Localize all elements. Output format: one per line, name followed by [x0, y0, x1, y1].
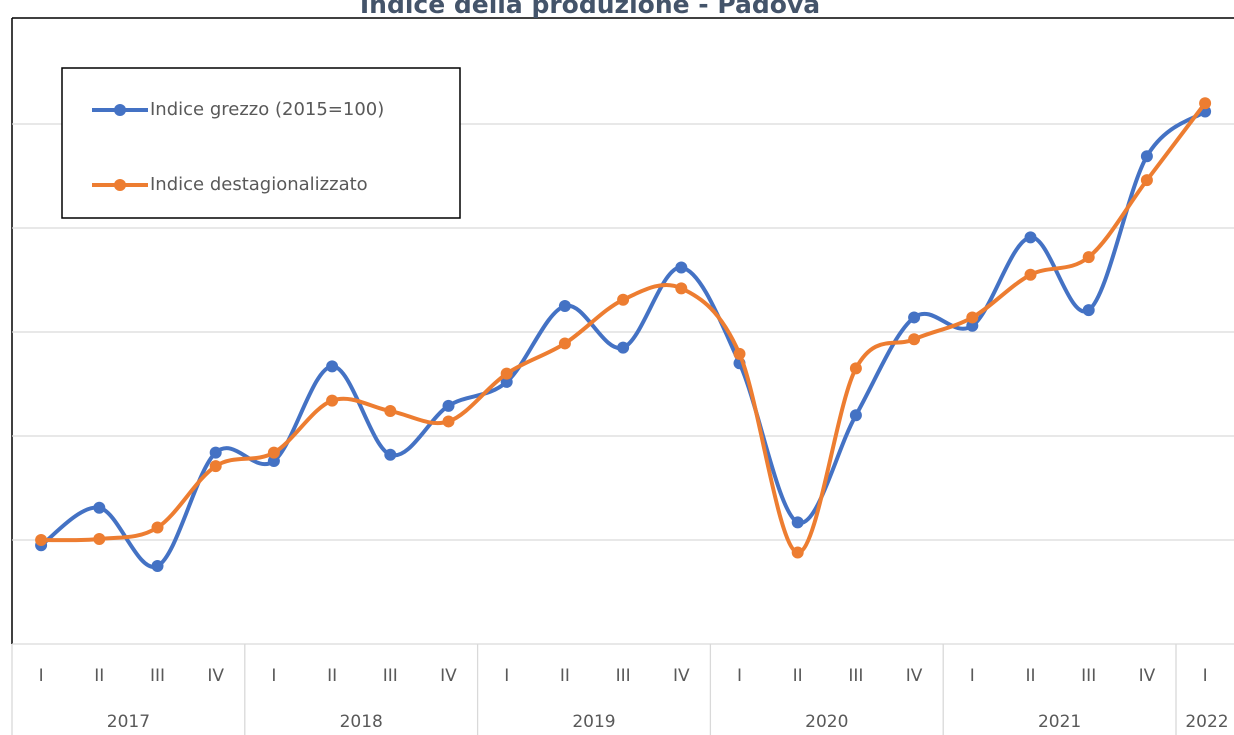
- x-group-label: 2020: [805, 712, 848, 732]
- data-point: [849, 409, 862, 422]
- x-tick-label: II: [327, 666, 337, 686]
- x-tick-label: IV: [207, 666, 224, 686]
- data-point: [1082, 304, 1095, 317]
- x-tick-label: II: [560, 666, 570, 686]
- data-point: [151, 560, 164, 572]
- x-tick-label: I: [271, 666, 276, 686]
- x-tick-label: I: [504, 666, 509, 686]
- data-point: [35, 534, 48, 546]
- chart-title: Indice della produzione - Padova: [360, 0, 820, 19]
- data-point: [326, 360, 339, 373]
- x-tick-label: IV: [673, 666, 690, 686]
- data-point: [675, 261, 688, 274]
- data-point: [209, 446, 222, 459]
- legend-marker: [114, 179, 126, 191]
- data-point: [442, 399, 455, 412]
- data-point: [617, 293, 630, 306]
- data-point: [791, 516, 804, 529]
- x-group-label: 2021: [1038, 712, 1081, 732]
- x-tick-label: III: [1081, 666, 1096, 686]
- x-tick-label: I: [39, 666, 44, 686]
- series-line: [39, 109, 1207, 569]
- data-point: [791, 546, 804, 559]
- data-point: [1024, 268, 1037, 281]
- data-point: [908, 311, 921, 324]
- data-point: [209, 460, 222, 473]
- series-line: [41, 101, 1207, 555]
- x-tick-label: IV: [1139, 666, 1156, 686]
- data-point: [500, 375, 513, 388]
- x-tick-label: III: [616, 666, 631, 686]
- data-point: [849, 362, 862, 375]
- data-point: [93, 501, 106, 514]
- data-point: [1082, 251, 1095, 264]
- data-point: [966, 319, 979, 332]
- x-tick-label: I: [1203, 666, 1208, 686]
- x-group-label: 2017: [107, 712, 150, 732]
- data-point: [675, 282, 688, 295]
- data-point: [267, 446, 280, 459]
- x-tick-label: IV: [906, 666, 923, 686]
- data-point: [1140, 150, 1153, 163]
- data-point: [617, 341, 630, 354]
- x-group-label: 2022: [1185, 712, 1228, 732]
- legend-label: Indice grezzo (2015=100): [150, 99, 384, 120]
- data-point: [558, 300, 571, 312]
- data-point: [500, 367, 513, 380]
- data-point: [384, 405, 397, 418]
- x-tick-label: I: [970, 666, 975, 686]
- data-point: [1024, 231, 1037, 244]
- data-point: [151, 521, 164, 534]
- data-point: [267, 454, 280, 467]
- x-tick-label: III: [150, 666, 165, 686]
- x-group-label: 2018: [340, 712, 383, 732]
- legend-marker: [114, 104, 126, 116]
- data-point: [1140, 174, 1153, 187]
- x-tick-label: II: [1025, 666, 1035, 686]
- legend-label: Indice destagionalizzato: [150, 174, 368, 195]
- legend-box: [61, 67, 461, 219]
- data-point: [326, 394, 339, 407]
- data-point: [733, 347, 746, 360]
- x-tick-label: III: [848, 666, 863, 686]
- data-point: [93, 532, 106, 545]
- data-point: [1199, 97, 1212, 110]
- x-group-label: 2019: [572, 712, 615, 732]
- x-tick-label: I: [737, 666, 742, 686]
- x-tick-label: II: [94, 666, 104, 686]
- data-point: [966, 311, 979, 324]
- data-point: [384, 448, 397, 461]
- data-point: [908, 333, 921, 346]
- x-tick-label: IV: [440, 666, 457, 686]
- data-point: [558, 337, 571, 350]
- x-tick-label: II: [793, 666, 803, 686]
- data-point: [442, 415, 455, 428]
- x-tick-label: III: [383, 666, 398, 686]
